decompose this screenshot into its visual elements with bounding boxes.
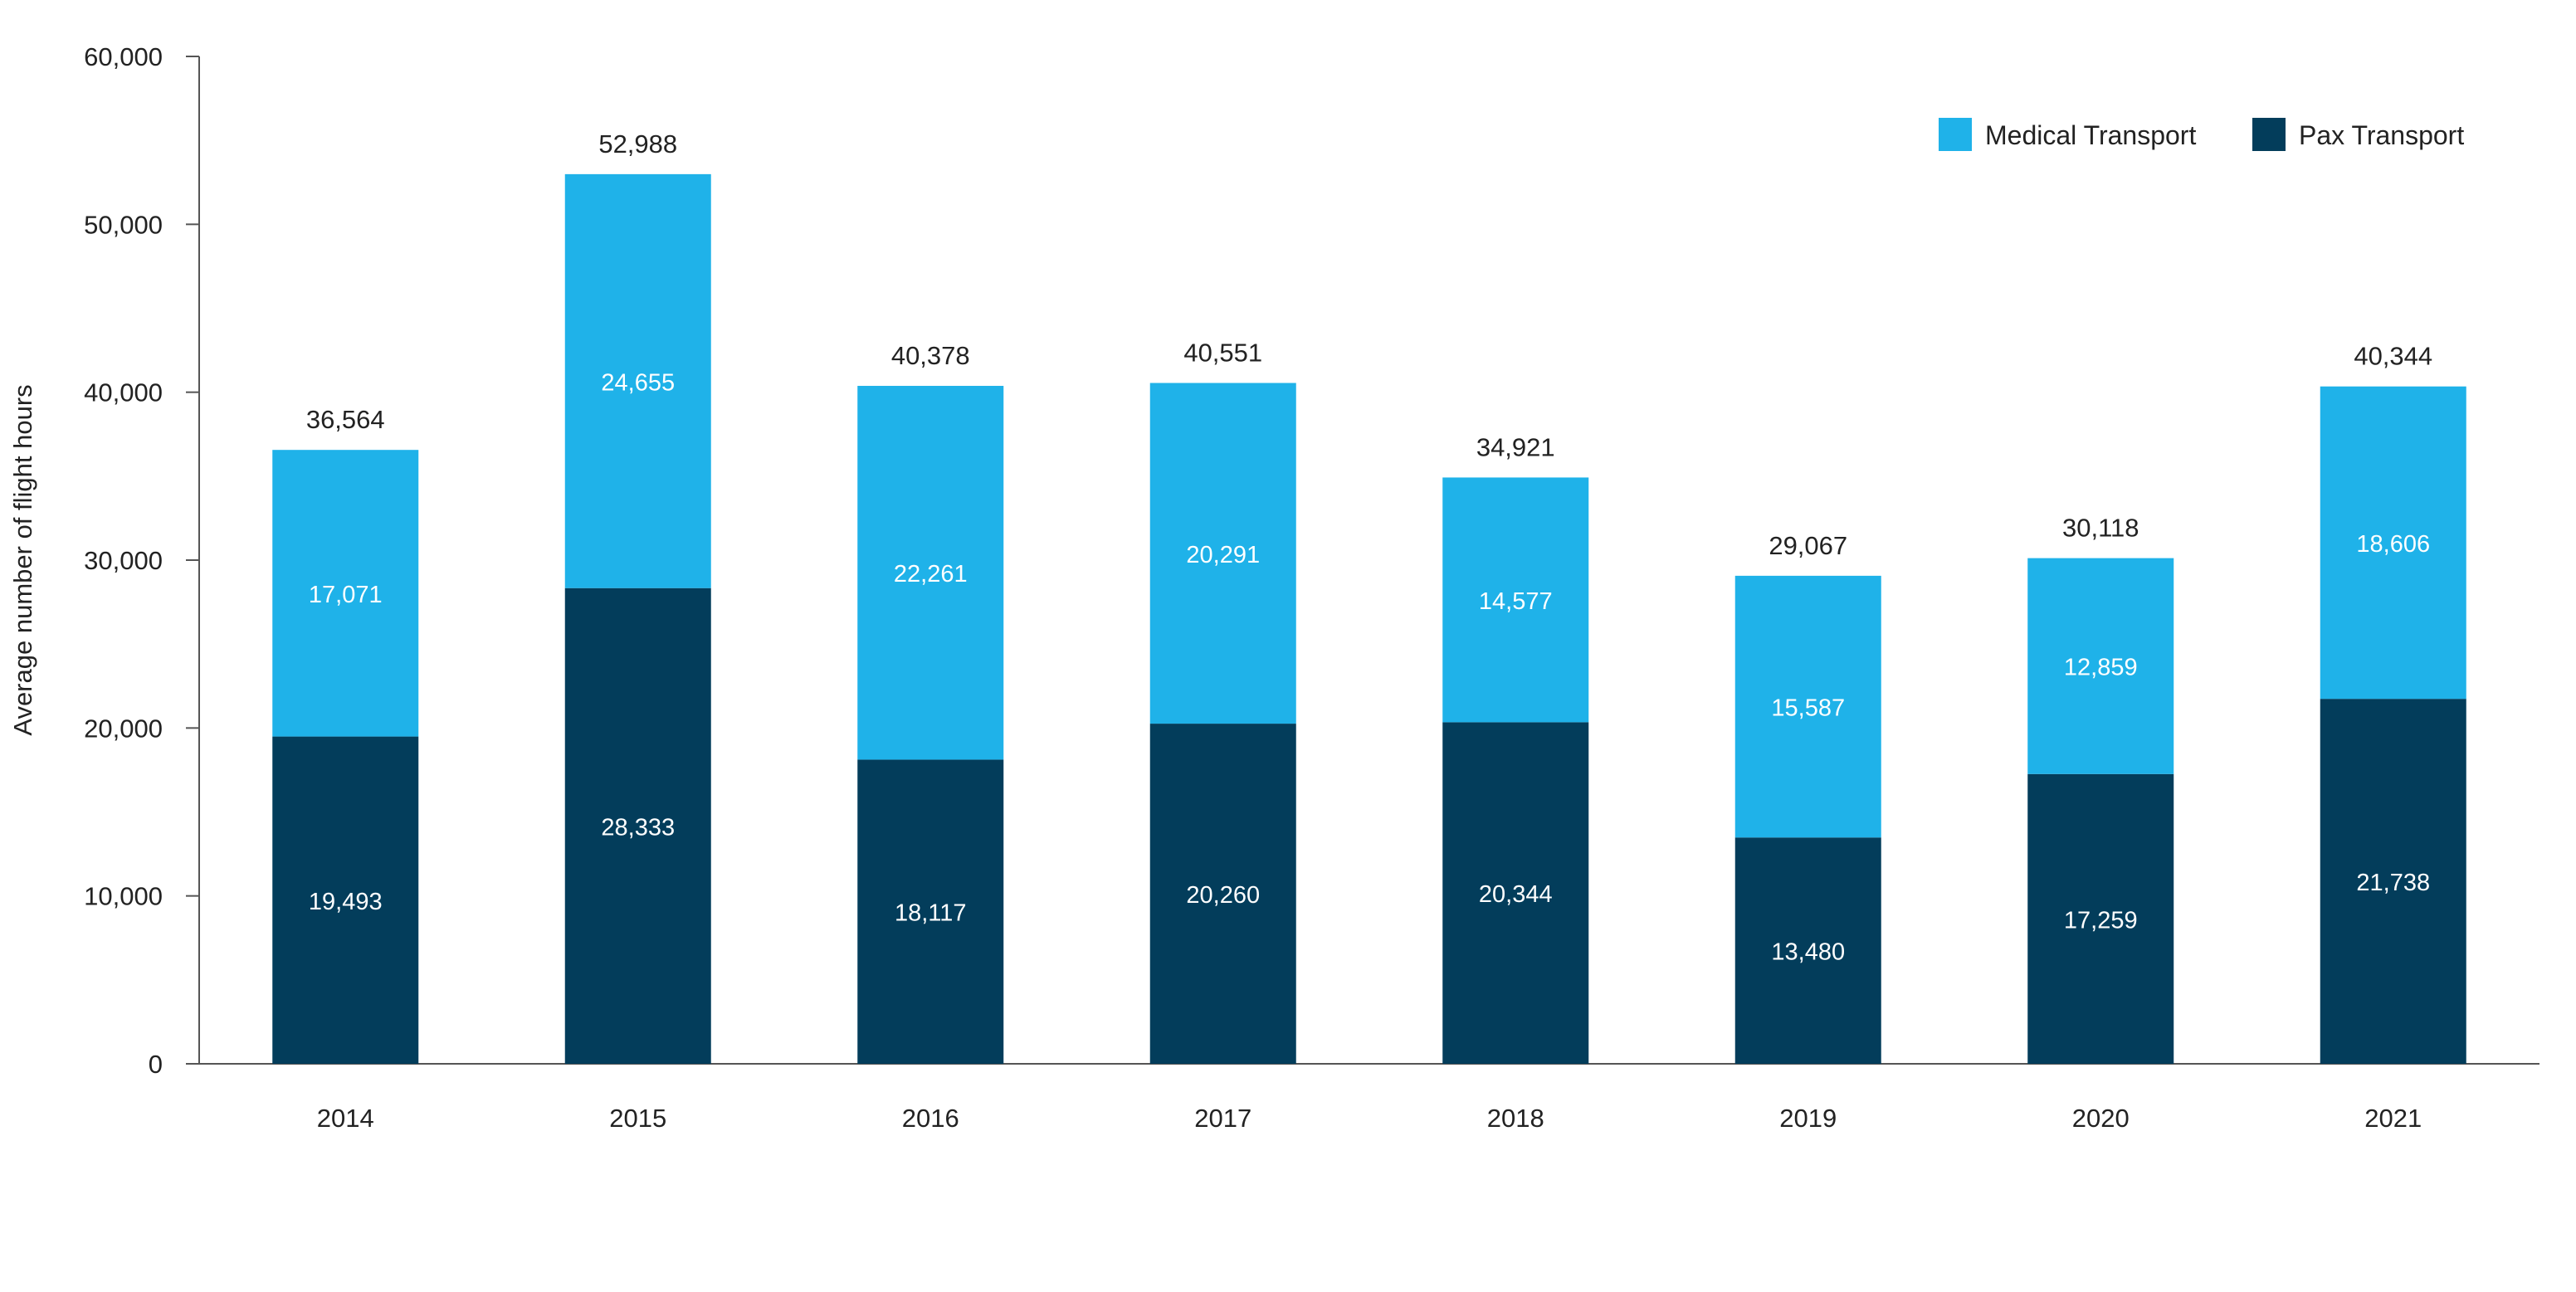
bar-segment-pax-transport [1734,837,1881,1064]
bar-segment-pax-transport [1442,722,1589,1064]
segment-value-label: 19,493 [309,889,383,915]
segment-value-label: 17,071 [309,582,383,608]
y-tick-label: 60,000 [84,42,163,71]
x-tick-label: 2017 [1194,1104,1251,1133]
segment-value-label: 15,587 [1771,695,1845,722]
segment-value-label: 28,333 [601,814,675,841]
bar-segment-medical-transport [272,450,419,737]
y-tick-label: 30,000 [84,546,163,575]
y-axis-title: Average number of flight hours [8,384,37,735]
bar-total-label: 52,988 [598,129,677,158]
segment-value-label: 22,261 [894,561,968,587]
y-tick-label: 20,000 [84,714,163,743]
legend-swatch-pax-transport [2252,118,2286,151]
segment-value-label: 20,344 [1479,881,1553,908]
y-tick-label: 10,000 [84,882,163,911]
segment-value-label: 18,117 [895,900,967,927]
x-tick-label: 2020 [2072,1104,2130,1133]
y-tick-label: 0 [149,1050,163,1079]
segment-value-label: 12,859 [2064,655,2138,681]
bar-total-label: 36,564 [306,405,385,434]
bar-segment-pax-transport [272,736,419,1064]
legend-label-medical-transport: Medical Transport [1985,120,2196,150]
y-tick-label: 50,000 [84,210,163,239]
segment-value-label: 24,655 [601,369,675,396]
bar-segment-medical-transport [2320,386,2466,700]
segment-value-label: 13,480 [1771,939,1845,966]
bar-segment-pax-transport [857,759,1004,1064]
bar-segment-medical-transport [1442,477,1589,723]
x-tick-label: 2015 [609,1104,666,1133]
bar-segment-medical-transport [2027,558,2174,774]
bar-segment-pax-transport [1149,724,1296,1064]
bar-segment-pax-transport [2027,773,2174,1064]
x-tick-label: 2018 [1487,1104,1544,1133]
segment-value-label: 20,260 [1186,882,1260,909]
segment-value-label: 18,606 [2356,531,2430,558]
legend-label-pax-transport: Pax Transport [2299,120,2464,150]
bar-total-label: 40,551 [1183,339,1262,368]
bar-segment-medical-transport [857,386,1004,760]
bar-total-label: 40,344 [2354,342,2432,371]
bar-segment-medical-transport [564,173,711,588]
bar-total-label: 30,118 [2062,514,2139,543]
segment-value-label: 20,291 [1186,542,1260,568]
x-tick-label: 2014 [317,1104,374,1133]
bar-segment-medical-transport [1734,575,1881,838]
x-tick-label: 2019 [1779,1104,1837,1133]
bar-segment-pax-transport [2320,699,2466,1064]
segment-value-label: 14,577 [1479,588,1553,615]
y-tick-label: 40,000 [84,378,163,407]
x-tick-label: 2021 [2364,1104,2422,1133]
bar-total-label: 29,067 [1769,531,1847,560]
bar-segment-pax-transport [564,587,711,1064]
legend-swatch-medical-transport [1939,118,1972,151]
segment-value-label: 17,259 [2064,907,2138,934]
bar-segment-medical-transport [1149,383,1296,724]
bar-total-label: 34,921 [1476,432,1555,461]
segment-value-label: 21,738 [2356,870,2430,896]
x-tick-label: 2016 [902,1104,959,1133]
bar-total-label: 40,378 [891,341,970,370]
